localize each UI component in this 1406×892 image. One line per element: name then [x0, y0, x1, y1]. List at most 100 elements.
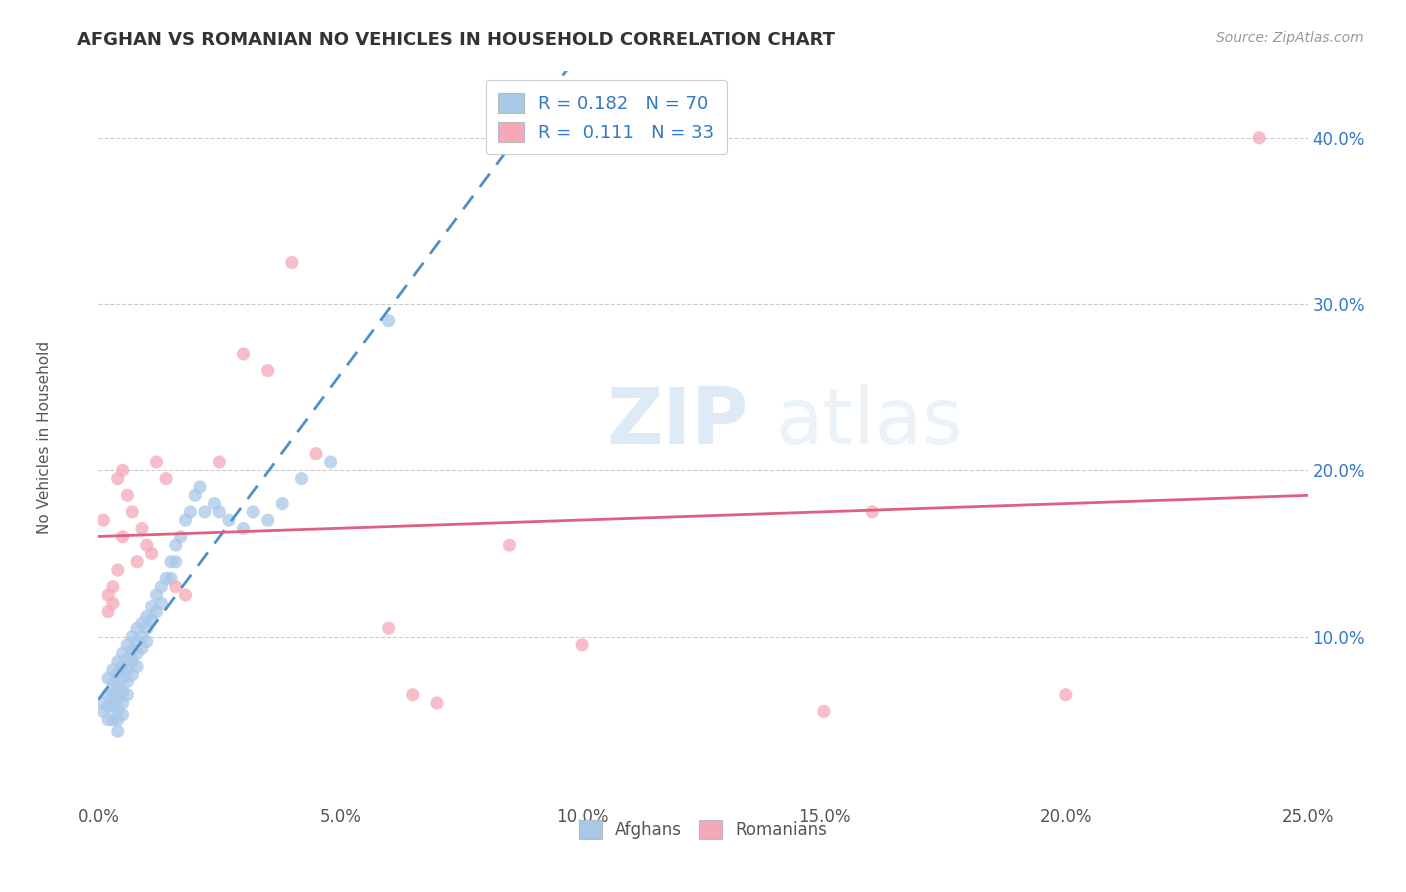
Point	[141, 546, 163, 560]
Point	[111, 530, 134, 544]
Point	[97, 671, 120, 685]
Point	[204, 497, 226, 511]
Point	[208, 505, 231, 519]
Point	[232, 521, 254, 535]
Point	[256, 363, 278, 377]
Point	[165, 538, 187, 552]
Point	[117, 688, 139, 702]
Point	[174, 513, 197, 527]
Point	[242, 505, 264, 519]
Point	[107, 713, 129, 727]
Point	[91, 705, 114, 719]
Point	[111, 671, 134, 685]
Point	[1054, 688, 1077, 702]
Point	[402, 688, 425, 702]
Point	[169, 530, 191, 544]
Point	[498, 538, 520, 552]
Point	[135, 609, 157, 624]
Point	[141, 613, 163, 627]
Point	[271, 497, 294, 511]
Point	[194, 505, 217, 519]
Point	[426, 696, 449, 710]
Point	[107, 655, 129, 669]
Point	[107, 472, 129, 486]
Point	[111, 707, 134, 722]
Point	[121, 505, 143, 519]
Point	[97, 605, 120, 619]
Point	[135, 538, 157, 552]
Point	[165, 555, 187, 569]
Point	[107, 563, 129, 577]
Point	[121, 667, 143, 681]
Point	[107, 666, 129, 681]
Point	[131, 616, 153, 631]
Point	[184, 488, 207, 502]
Point	[131, 521, 153, 535]
Point	[111, 684, 134, 698]
Point	[107, 703, 129, 717]
Text: AFGHAN VS ROMANIAN NO VEHICLES IN HOUSEHOLD CORRELATION CHART: AFGHAN VS ROMANIAN NO VEHICLES IN HOUSEH…	[77, 31, 835, 49]
Point	[155, 571, 177, 585]
Point	[232, 347, 254, 361]
Point	[160, 555, 183, 569]
Point	[165, 580, 187, 594]
Point	[101, 713, 124, 727]
Point	[101, 688, 124, 702]
Point	[813, 705, 835, 719]
Point	[107, 691, 129, 706]
Point	[145, 588, 167, 602]
Point	[107, 724, 129, 739]
Text: No Vehicles in Household: No Vehicles in Household	[37, 341, 52, 533]
Point	[145, 605, 167, 619]
Point	[127, 634, 149, 648]
Point	[97, 713, 120, 727]
Legend: Afghans, Romanians: Afghans, Romanians	[572, 814, 834, 846]
Point	[131, 630, 153, 644]
Text: Source: ZipAtlas.com: Source: ZipAtlas.com	[1216, 31, 1364, 45]
Point	[111, 659, 134, 673]
Point	[121, 643, 143, 657]
Point	[97, 588, 120, 602]
Point	[160, 571, 183, 585]
Text: atlas: atlas	[776, 384, 963, 460]
Point	[127, 621, 149, 635]
Point	[131, 641, 153, 656]
Point	[571, 638, 593, 652]
Point	[117, 674, 139, 689]
Point	[127, 555, 149, 569]
Point	[127, 659, 149, 673]
Point	[377, 314, 399, 328]
Point	[111, 646, 134, 660]
Point	[208, 455, 231, 469]
Point	[97, 688, 120, 702]
Point	[218, 513, 240, 527]
Point	[111, 463, 134, 477]
Point	[155, 472, 177, 486]
Point	[91, 513, 114, 527]
Point	[1249, 131, 1271, 145]
Point	[107, 680, 129, 694]
Point	[188, 480, 211, 494]
Point	[101, 699, 124, 714]
Point	[101, 676, 124, 690]
Point	[256, 513, 278, 527]
Point	[135, 634, 157, 648]
Point	[101, 580, 124, 594]
Point	[135, 621, 157, 635]
Point	[91, 696, 114, 710]
Point	[150, 580, 173, 594]
Point	[305, 447, 328, 461]
Point	[290, 472, 312, 486]
Point	[117, 488, 139, 502]
Point	[174, 588, 197, 602]
Point	[281, 255, 304, 269]
Point	[141, 599, 163, 614]
Point	[860, 505, 883, 519]
Point	[145, 455, 167, 469]
Point	[117, 638, 139, 652]
Point	[111, 696, 134, 710]
Point	[121, 655, 143, 669]
Point	[97, 699, 120, 714]
Point	[127, 646, 149, 660]
Point	[121, 630, 143, 644]
